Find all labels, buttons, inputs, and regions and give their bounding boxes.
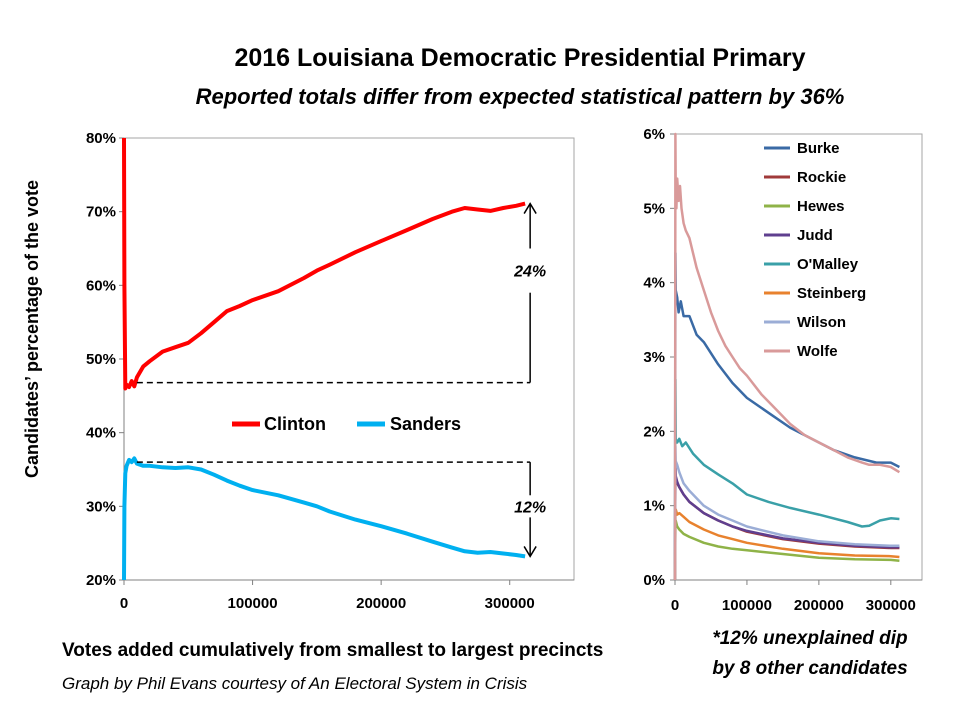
- side-y-tick-label: 5%: [643, 200, 665, 217]
- x-tick-label: 200000: [356, 595, 406, 612]
- y-axis-label: Candidates’ percentage of the vote: [22, 180, 42, 478]
- series-clinton: [122, 137, 526, 391]
- legend-label-burke: Burke: [797, 140, 840, 157]
- y-tick-label: 60%: [86, 277, 116, 294]
- series-judd: [673, 459, 900, 581]
- side-y-tick-label: 1%: [643, 498, 665, 515]
- legend-label-judd: Judd: [797, 227, 833, 244]
- legend-label-rockie: Rockie: [797, 169, 846, 186]
- footnote-line-1: *12% unexplained dip: [712, 628, 908, 649]
- y-tick-label: 50%: [86, 351, 116, 368]
- side-x-tick-label: 300000: [866, 597, 916, 614]
- side-chart: 0% 1% 2% 3% 4% 5% 6% 0 100000 200000 300000 Burke Ro…: [643, 126, 923, 614]
- x-axis-caption: Votes added cumulatively from smallest t…: [62, 640, 604, 661]
- x-tick-label: 100000: [228, 595, 278, 612]
- y-tick-label: 40%: [86, 425, 116, 442]
- series-rockie: [673, 467, 900, 581]
- side-y-tick-label: 3%: [643, 349, 665, 366]
- main-chart: 20% 30% 40% 50% 60% 70% 80% 0 100000 200000 300000…: [22, 130, 575, 612]
- series-o-malley: [673, 378, 900, 581]
- footnote-line-2: by 8 other candidates: [712, 658, 908, 679]
- side-y-tick-label: 2%: [643, 423, 665, 440]
- x-tick-label: 300000: [485, 595, 535, 612]
- legend-label-sanders: Sanders: [390, 414, 461, 434]
- side-x-tick-label: 200000: [794, 597, 844, 614]
- series-wilson: [673, 444, 900, 581]
- gap-label-12: 12%: [514, 499, 546, 516]
- legend-label-clinton: Clinton: [264, 414, 326, 434]
- legend-label-steinberg: Steinberg: [797, 285, 866, 302]
- arrowhead-up: [523, 202, 537, 214]
- chart-title: 2016 Louisiana Democratic Presidential P…: [234, 44, 806, 72]
- series-wolfe: [673, 132, 901, 581]
- legend-label-o-malley: O'Malley: [797, 256, 859, 273]
- legend-label-wilson: Wilson: [797, 314, 846, 331]
- side-y-tick-label: 0%: [643, 572, 665, 589]
- y-tick-label: 80%: [86, 130, 116, 147]
- series-sanders: [122, 456, 526, 581]
- y-tick-label: 70%: [86, 204, 116, 221]
- legend-label-hewes: Hewes: [797, 198, 845, 215]
- gap-label-24: 24%: [513, 264, 546, 281]
- y-tick-label: 30%: [86, 498, 116, 515]
- side-y-tick-label: 6%: [643, 126, 665, 143]
- arrowhead-down: [523, 546, 537, 558]
- plot-area: [123, 137, 575, 581]
- series-burke: [673, 251, 900, 581]
- side-x-tick-label: 0: [671, 597, 679, 614]
- credit-line: Graph by Phil Evans courtesy of An Elect…: [62, 674, 528, 693]
- chart-subtitle: Reported totals differ from expected sta…: [195, 84, 845, 109]
- y-tick-label: 20%: [86, 572, 116, 589]
- side-x-tick-label: 100000: [722, 597, 772, 614]
- side-y-tick-label: 4%: [643, 275, 665, 292]
- legend-label-wolfe: Wolfe: [797, 343, 838, 360]
- x-tick-label: 0: [120, 595, 128, 612]
